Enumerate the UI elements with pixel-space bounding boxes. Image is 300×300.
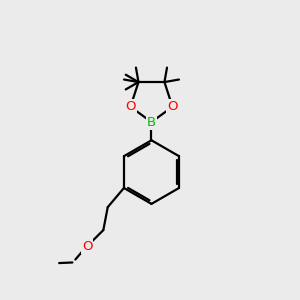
Text: B: B [147, 116, 156, 128]
Text: B: B [147, 116, 156, 128]
Text: O: O [125, 100, 136, 113]
Text: O: O [167, 100, 178, 113]
Text: O: O [82, 240, 92, 253]
